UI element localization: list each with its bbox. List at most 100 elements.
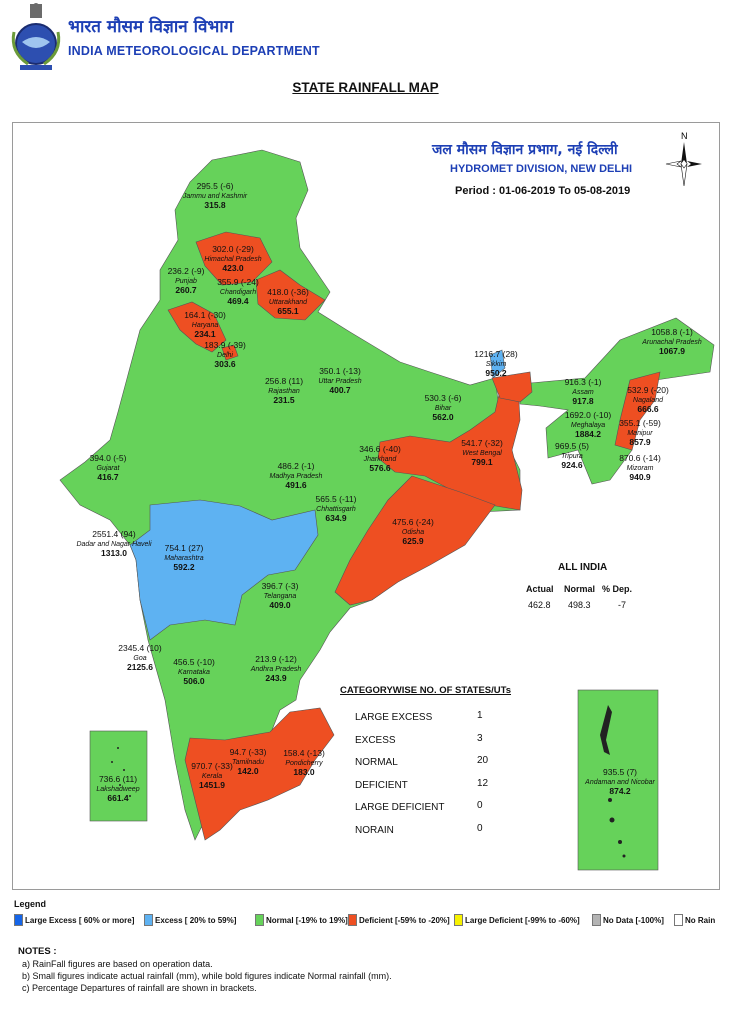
state-actual-assam: 916.3 (-1) [565, 377, 602, 387]
state-name-rajasthan: Rajasthan [268, 388, 300, 395]
state-actual-manipur: 355.1 (-59) [619, 418, 661, 428]
all-india-normal: 498.3 [568, 600, 591, 610]
state-name-arunachal-pradesh: Arunachal Pradesh [641, 339, 702, 346]
compass-n-label: N [681, 131, 688, 141]
state-actual-sikkim: 1216.7 (28) [474, 349, 518, 359]
legend-swatch [348, 914, 357, 926]
category-table-title: CATEGORYWISE NO. OF STATES/UTs [340, 685, 512, 696]
legend-label: No Data [-100%] [603, 915, 664, 925]
region-haryana [167, 301, 227, 353]
legend-label: Large Excess [ 60% or more] [25, 915, 135, 925]
state-normal-jammu-and-kashmir: 315.8 [204, 200, 226, 210]
state-actual-meghalaya: 1692.0 (-10) [565, 410, 611, 420]
note-a: a) RainFall figures are based on operati… [22, 959, 213, 969]
state-name-lakshadweep: Lakshadweep [96, 786, 139, 793]
region-maharashtra [129, 499, 319, 641]
state-normal-tripura: 924.6 [561, 460, 583, 470]
category-label: LARGE DEFICIENT [355, 802, 445, 813]
state-normal-mizoram: 940.9 [629, 472, 651, 482]
legend-swatch [144, 914, 153, 926]
state-regions [59, 149, 715, 841]
category-label: LARGE EXCESS [355, 712, 433, 723]
lakshadweep-box [89, 730, 148, 822]
state-normal-uttarakhand: 655.1 [277, 306, 299, 316]
state-name-nagaland: Nagaland [633, 397, 664, 404]
category-count: 0 [477, 822, 483, 834]
legend-item: No Rain [674, 914, 715, 926]
category-count: 1 [477, 710, 483, 721]
state-name-madhya-pradesh: Madhya Pradesh [270, 473, 323, 480]
state-normal-lakshadweep: 661.4 [107, 793, 129, 803]
category-label: DEFICIENT [355, 779, 408, 791]
compass-icon: N [665, 131, 702, 187]
region-sikkim [489, 349, 506, 379]
state-name-karnataka: Karnataka [178, 669, 210, 676]
state-actual-uttarakhand: 418.0 (-36) [267, 287, 309, 297]
state-actual-goa: 2345.4 (10) [118, 643, 162, 653]
andaman-box [577, 689, 659, 871]
state-actual-mizoram: 870.6 (-14) [619, 453, 661, 463]
state-actual-haryana: 164.1 (-30) [184, 310, 226, 320]
state-name-himachal-pradesh: Himachal Pradesh [204, 256, 261, 263]
state-normal-arunachal-pradesh: 1067.9 [659, 346, 685, 356]
legend-title: Legend [14, 899, 47, 909]
legend-swatch [255, 914, 264, 926]
state-actual-jammu-and-kashmir: 295.5 (-6) [197, 181, 234, 191]
state-actual-kerala: 970.7 (-33) [191, 761, 233, 771]
state-actual-telangana: 396.7 (-3) [262, 581, 299, 591]
state-normal-manipur: 857.9 [629, 437, 651, 447]
state-name-delhi: Delhi [217, 352, 233, 359]
state-normal-andhra-pradesh: 243.9 [265, 673, 287, 683]
region-nagaland-manipur [614, 371, 661, 451]
state-actual-pondicherry: 158.4 (-13) [283, 748, 325, 758]
state-actual-delhi: 183.9 (-39) [204, 340, 246, 350]
state-normal-meghalaya: 1884.2 [575, 429, 601, 439]
note-b: b) Small figures indicate actual rainfal… [22, 971, 392, 981]
state-normal-rajasthan: 231.5 [273, 395, 295, 405]
state-actual-maharashtra: 754.1 (27) [165, 543, 204, 553]
state-normal-gujarat: 416.7 [97, 472, 119, 482]
region-west-bengal-jharkhand [377, 384, 523, 511]
state-actual-lakshadweep: 736.6 (11) [99, 774, 137, 784]
state-actual-chandigarh: 355.9 (-24) [217, 277, 259, 287]
state-normal-chhattisgarh: 634.9 [325, 513, 347, 523]
state-name-uttarakhand: Uttarakhand [269, 299, 308, 306]
legend-item: Excess [ 20% to 59%] [144, 914, 236, 926]
state-actual-himachal-pradesh: 302.0 (-29) [212, 244, 254, 254]
state-normal-haryana: 234.1 [194, 329, 216, 339]
state-name-mizoram: Mizoram [627, 465, 654, 472]
all-india-header-normal: Normal [564, 584, 596, 594]
state-normal-andaman-and-nicobar: 874.2 [609, 786, 631, 796]
state-normal-goa: 2125.6 [127, 662, 153, 672]
state-actual-madhya-pradesh: 486.2 (-1) [278, 461, 315, 471]
region-odisha [334, 475, 496, 606]
category-count: 3 [477, 732, 483, 744]
category-count: 20 [477, 755, 489, 766]
region-uttarakhand [255, 269, 326, 321]
state-actual-andhra-pradesh: 213.9 (-12) [255, 654, 297, 664]
map-frame [12, 122, 720, 890]
category-count: 12 [477, 777, 489, 789]
state-name-bihar: Bihar [435, 405, 452, 412]
lakshadweep-islands [111, 747, 131, 797]
state-normal-nagaland: 666.6 [637, 404, 659, 414]
region-delhi [221, 344, 239, 361]
state-actual-punjab: 236.2 (-9) [168, 266, 205, 276]
category-label: NORMAL [355, 757, 398, 768]
all-india-actual: 462.8 [528, 600, 551, 610]
notes-title: NOTES : [18, 946, 57, 957]
state-actual-rajasthan: 256.8 (11) [265, 376, 303, 386]
state-actual-gujarat: 394.0 (-5) [90, 453, 127, 463]
state-normal-kerala: 1451.9 [199, 780, 225, 790]
state-actual-odisha: 475.6 (-24) [392, 517, 434, 527]
legend-item: No Data [-100%] [592, 914, 664, 926]
state-name-andaman-and-nicobar: Andaman and Nicobar [584, 779, 655, 786]
state-normal-uttar-pradesh: 400.7 [329, 385, 351, 395]
state-name-punjab: Punjab [175, 278, 197, 285]
state-name-tamilnadu: Tamilnadu [232, 759, 264, 766]
state-normal-himachal-pradesh: 423.0 [222, 263, 244, 273]
legend-label: Deficient [-59% to -20%] [359, 915, 450, 925]
region-northeast [519, 317, 715, 485]
